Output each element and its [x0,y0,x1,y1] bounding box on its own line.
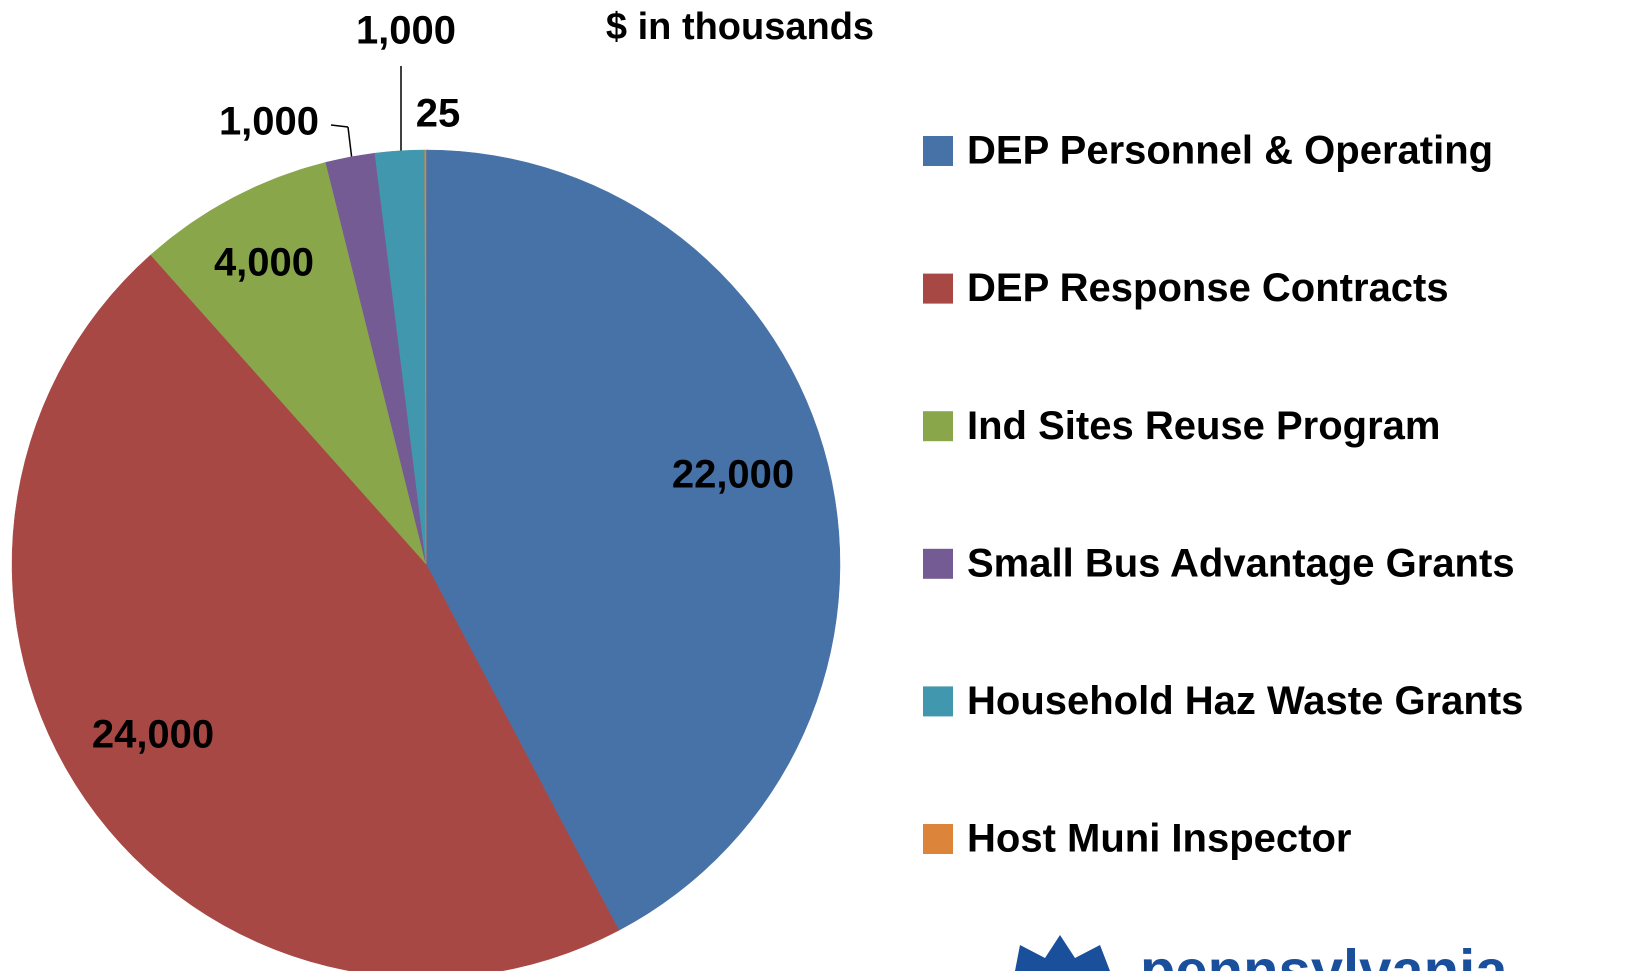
legend-swatch [923,136,953,166]
legend-label: DEP Response Contracts [967,266,1449,310]
legend-label: Host Muni Inspector [967,817,1351,861]
data-label: 24,000 [92,713,214,757]
logo-mark [1015,935,1110,971]
pie-slice [424,149,427,565]
legend-swatch [923,686,953,717]
pie-slice [11,254,620,971]
legend-label: DEP Personnel & Operating [967,129,1493,173]
logo-text: pennsylvania [1140,938,1508,971]
legend-swatch [923,411,953,442]
logo: pennsylvania [1015,935,1508,971]
legend-label: Small Bus Advantage Grants [967,541,1515,585]
data-label: 1,000 [356,9,456,53]
pie-slice [150,162,427,565]
data-label: 1,000 [219,100,319,144]
data-label: 25 [416,92,461,136]
legend-swatch [923,273,953,304]
legend-label: Household Haz Waste Grants [967,679,1523,723]
legend-swatch [923,548,953,579]
data-label: 22,000 [672,453,794,497]
leader-line [347,126,353,161]
chart-subtitle: $ in thousands [606,6,874,48]
data-label: 4,000 [214,241,314,285]
pie-slice [425,149,841,931]
leader-line [330,124,349,128]
legend-swatch [923,824,953,854]
legend-label: Ind Sites Reuse Program [967,404,1440,448]
